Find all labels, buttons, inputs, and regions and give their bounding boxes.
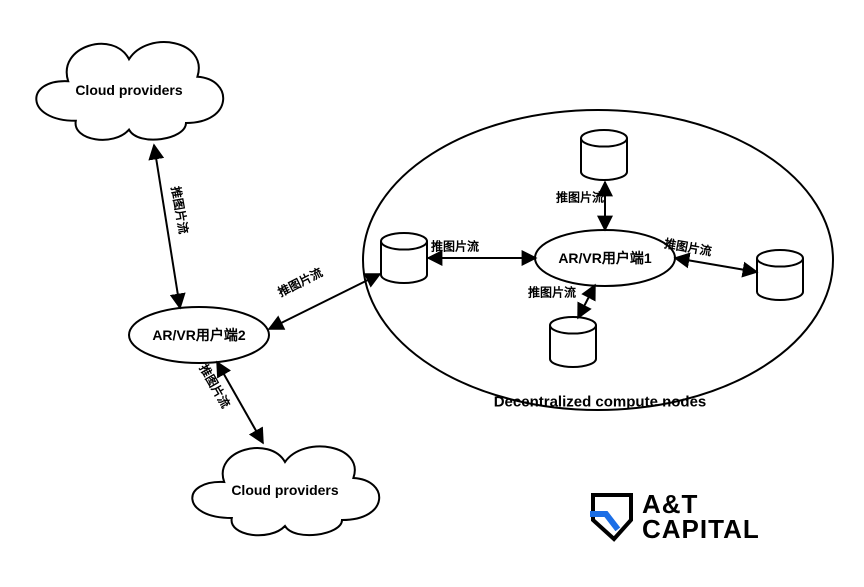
cylinder-cyl_top bbox=[581, 130, 627, 180]
label-user2: AR/VR用户端2 bbox=[152, 325, 245, 345]
cylinder-cyl_right bbox=[757, 250, 803, 300]
edge-e_user1_cylbot bbox=[578, 285, 595, 318]
edge-label-e_cyltop_user1: 推图片流 bbox=[556, 189, 604, 206]
cylinder-cyl_left bbox=[381, 233, 427, 283]
diagram-stage: A&T CAPITAL Cloud providers Cloud provide… bbox=[0, 0, 864, 587]
label-user1: AR/VR用户端1 bbox=[558, 248, 651, 268]
edge-e_user1_cylright bbox=[675, 258, 757, 272]
cylinder-cyl_bot bbox=[550, 317, 596, 367]
edge-label-e_user1_cylbot: 推图片流 bbox=[528, 284, 576, 301]
logo-at-capital: A&T CAPITAL bbox=[590, 492, 760, 542]
logo-mark-icon bbox=[590, 492, 634, 542]
logo-line2: CAPITAL bbox=[642, 517, 760, 542]
edge-label-e_cylleft_user1: 推图片流 bbox=[431, 238, 479, 255]
label-cloud_bot: Cloud providers bbox=[231, 482, 338, 498]
logo-text: A&T CAPITAL bbox=[642, 492, 760, 541]
caption-decentralized: Decentralized compute nodes bbox=[494, 394, 707, 411]
label-cloud_top: Cloud providers bbox=[75, 82, 182, 98]
